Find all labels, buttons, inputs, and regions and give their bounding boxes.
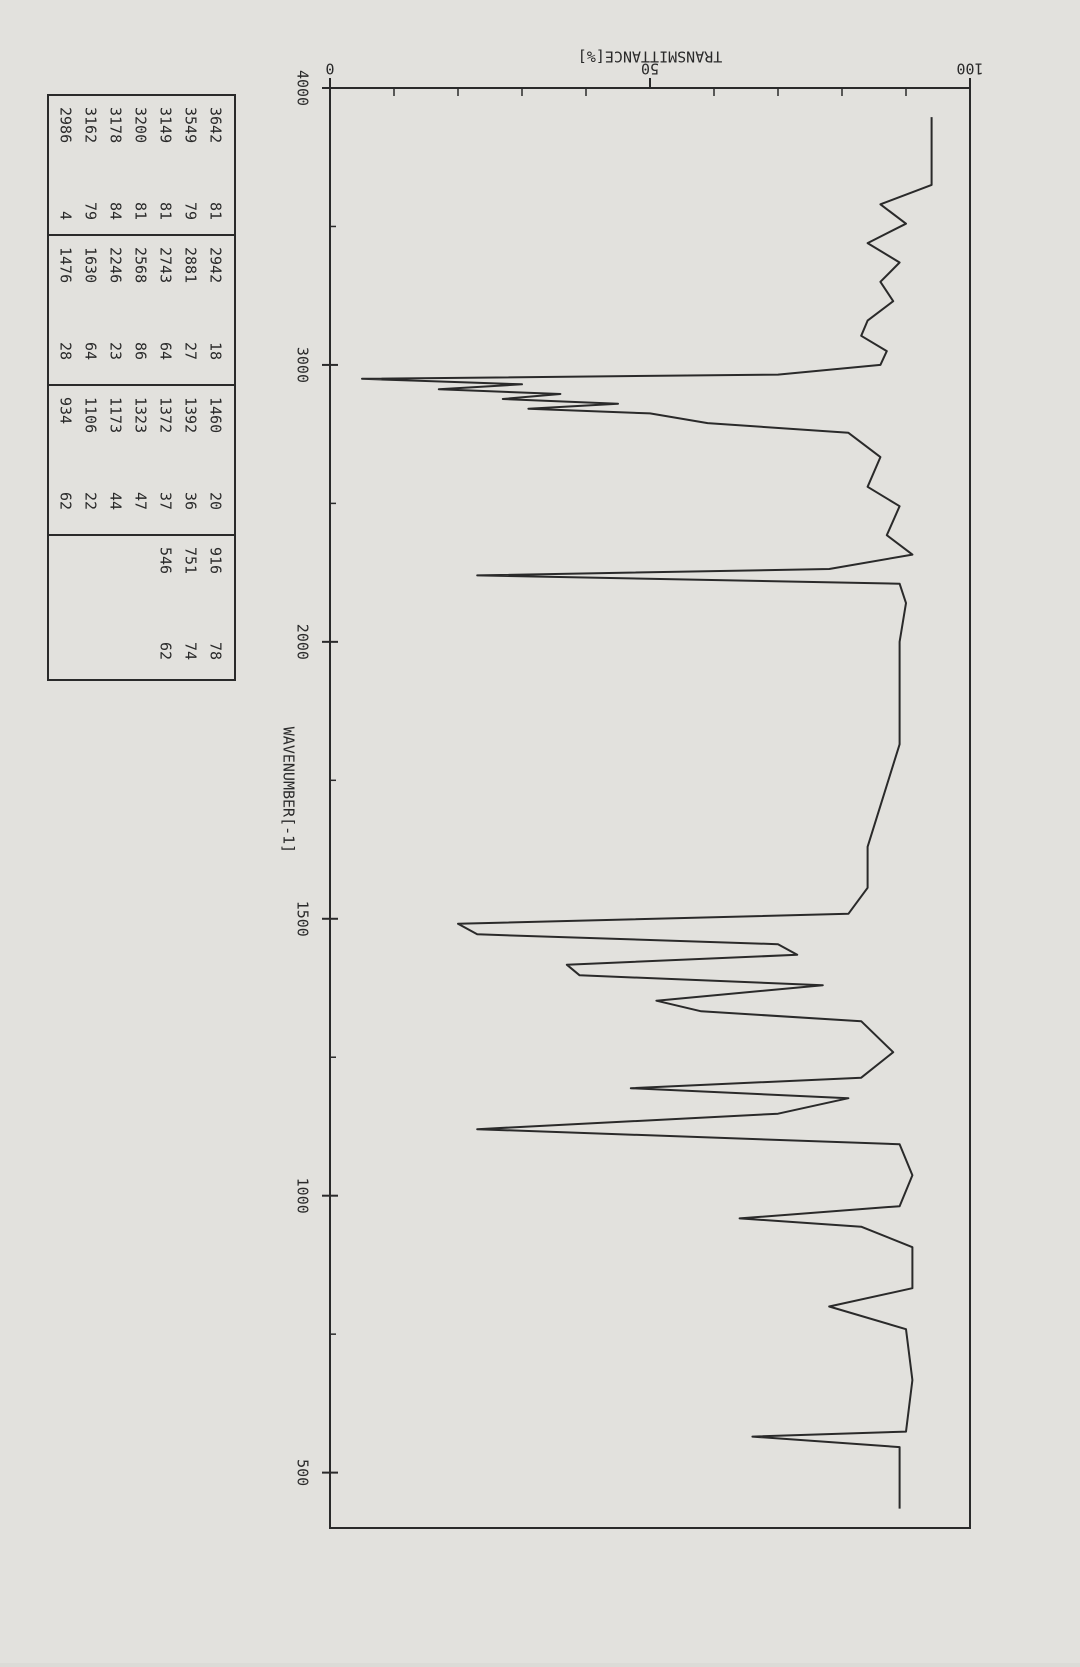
peak-transmittance: 79 — [82, 202, 100, 220]
peak-transmittance: 79 — [182, 202, 200, 220]
y-tick-label: 100 — [956, 60, 983, 78]
peak-wavenumber: 2986 — [57, 107, 75, 143]
peak-wavenumber: 916 — [207, 547, 225, 574]
peak-transmittance: 64 — [157, 342, 175, 360]
peak-transmittance: 27 — [182, 342, 200, 360]
peak-transmittance: 84 — [107, 202, 125, 220]
peak-transmittance: 86 — [132, 342, 150, 360]
peak-transmittance: 74 — [182, 642, 200, 660]
peak-wavenumber: 934 — [57, 397, 75, 424]
peak-wavenumber: 1106 — [82, 397, 100, 433]
peak-wavenumber: 2568 — [132, 247, 150, 283]
peak-wavenumber: 1323 — [132, 397, 150, 433]
peak-transmittance: 36 — [182, 492, 200, 510]
peak-wavenumber: 2246 — [107, 247, 125, 283]
peak-wavenumber: 3162 — [82, 107, 100, 143]
peak-wavenumber: 751 — [182, 547, 200, 574]
x-tick-label: 1500 — [294, 901, 312, 937]
peak-wavenumber: 3178 — [107, 107, 125, 143]
peak-transmittance: 64 — [82, 342, 100, 360]
peak-transmittance: 20 — [207, 492, 225, 510]
peak-wavenumber: 3549 — [182, 107, 200, 143]
y-tick-label: 0 — [325, 60, 334, 78]
peak-wavenumber: 546 — [157, 547, 175, 574]
peak-wavenumber: 3149 — [157, 107, 175, 143]
x-tick-label: 500 — [294, 1459, 312, 1486]
peak-transmittance: 62 — [57, 492, 75, 510]
peak-transmittance: 22 — [82, 492, 100, 510]
x-tick-label: 1000 — [294, 1178, 312, 1214]
peak-transmittance: 37 — [157, 492, 175, 510]
peak-transmittance: 18 — [207, 342, 225, 360]
x-axis-label: WAVENUMBER[-1] — [280, 727, 298, 853]
peak-transmittance: 23 — [107, 342, 125, 360]
peak-transmittance: 4 — [57, 211, 75, 220]
peak-wavenumber: 2942 — [207, 247, 225, 283]
peak-wavenumber: 2743 — [157, 247, 175, 283]
peak-wavenumber: 1392 — [182, 397, 200, 433]
peak-wavenumber: 1460 — [207, 397, 225, 433]
peak-wavenumber: 3642 — [207, 107, 225, 143]
peak-wavenumber: 1173 — [107, 397, 125, 433]
x-tick-label: 2000 — [294, 624, 312, 660]
peak-wavenumber: 1630 — [82, 247, 100, 283]
x-tick-label: 4000 — [294, 70, 312, 106]
peak-transmittance: 44 — [107, 492, 125, 510]
peak-transmittance: 62 — [157, 642, 175, 660]
peak-transmittance: 81 — [207, 202, 225, 220]
peak-transmittance: 28 — [57, 342, 75, 360]
y-tick-label: 50 — [641, 60, 659, 78]
peak-transmittance: 47 — [132, 492, 150, 510]
peak-wavenumber: 1476 — [57, 247, 75, 283]
axis-title: TRANSMITTANCE[%] — [578, 48, 723, 66]
peak-transmittance: 81 — [132, 202, 150, 220]
peak-table-frame — [47, 94, 236, 681]
peak-wavenumber: 3200 — [132, 107, 150, 143]
peak-transmittance: 78 — [207, 642, 225, 660]
peak-wavenumber: 1372 — [157, 397, 175, 433]
spectrum-line — [361, 117, 933, 1509]
peak-transmittance: 81 — [157, 202, 175, 220]
x-tick-label: 3000 — [294, 347, 312, 383]
peak-wavenumber: 2881 — [182, 247, 200, 283]
